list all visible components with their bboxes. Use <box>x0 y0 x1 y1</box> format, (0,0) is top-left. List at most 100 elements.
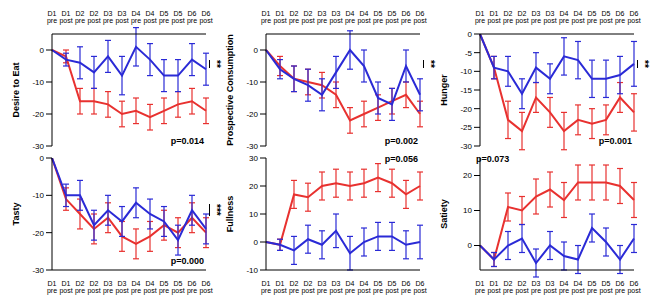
svg-text:D2post: D2post <box>515 10 528 25</box>
svg-text:D3pre: D3pre <box>317 10 327 25</box>
svg-text:D4pre: D4pre <box>345 10 355 25</box>
svg-text:D6post: D6post <box>199 280 212 295</box>
svg-text:D5pre: D5pre <box>159 280 169 295</box>
svg-text:D5pre: D5pre <box>159 10 169 25</box>
svg-text:D3post: D3post <box>329 10 342 25</box>
svg-text:Hunger: Hunger <box>439 74 449 106</box>
svg-text:Tasty: Tasty <box>11 203 21 226</box>
svg-text:D6pre: D6pre <box>187 280 197 295</box>
svg-text:D6post: D6post <box>627 10 640 25</box>
svg-text:D4pre: D4pre <box>131 280 141 295</box>
svg-text:D4post: D4post <box>143 10 156 25</box>
svg-text:-20: -20 <box>246 110 258 119</box>
svg-text:-20: -20 <box>32 110 44 119</box>
svg-text:20: 20 <box>463 171 472 180</box>
svg-text:-10: -10 <box>246 78 258 87</box>
svg-text:D6post: D6post <box>199 10 212 25</box>
svg-text:D2pre: D2pre <box>289 280 299 295</box>
svg-text:-20: -20 <box>460 105 472 114</box>
svg-text:D5post: D5post <box>599 10 612 25</box>
svg-text:30: 30 <box>249 154 258 163</box>
svg-text:0: 0 <box>40 46 45 55</box>
svg-text:D6post: D6post <box>627 280 640 295</box>
svg-text:D4post: D4post <box>143 280 156 295</box>
svg-text:D3pre: D3pre <box>531 10 541 25</box>
svg-text:-10: -10 <box>460 67 472 76</box>
svg-text:D6pre: D6pre <box>401 280 411 295</box>
svg-text:D4pre: D4pre <box>559 10 569 25</box>
svg-text:-30: -30 <box>460 142 472 151</box>
svg-text:D4post: D4post <box>357 280 370 295</box>
svg-text:D1post: D1post <box>487 10 500 25</box>
svg-text:D1pre: D1pre <box>475 280 485 295</box>
svg-text:D3pre: D3pre <box>103 10 113 25</box>
svg-text:20: 20 <box>249 182 258 191</box>
svg-text:D2pre: D2pre <box>503 10 513 25</box>
svg-text:Satiety: Satiety <box>439 199 449 229</box>
svg-text:10: 10 <box>463 206 472 215</box>
svg-text:D4post: D4post <box>571 10 584 25</box>
svg-text:D1post: D1post <box>59 10 72 25</box>
svg-text:D2pre: D2pre <box>289 10 299 25</box>
svg-text:-25: -25 <box>460 123 472 132</box>
svg-text:D1post: D1post <box>273 280 286 295</box>
svg-text:D1post: D1post <box>59 280 72 295</box>
svg-text:D3post: D3post <box>543 280 556 295</box>
svg-text:-10: -10 <box>32 191 44 200</box>
svg-text:-10: -10 <box>32 78 44 87</box>
svg-text:10: 10 <box>249 210 258 219</box>
svg-text:D2post: D2post <box>301 10 314 25</box>
svg-text:0: 0 <box>254 238 259 247</box>
svg-text:D5post: D5post <box>599 280 612 295</box>
svg-text:D2post: D2post <box>87 280 100 295</box>
svg-text:D1pre: D1pre <box>475 10 485 25</box>
svg-text:D1post: D1post <box>273 10 286 25</box>
svg-text:-20: -20 <box>32 229 44 238</box>
svg-text:D1pre: D1pre <box>261 10 271 25</box>
svg-text:D1post: D1post <box>487 280 500 295</box>
svg-text:D3post: D3post <box>543 10 556 25</box>
svg-text:0: 0 <box>468 30 473 39</box>
svg-text:D4pre: D4pre <box>559 280 569 295</box>
svg-text:D2pre: D2pre <box>503 280 513 295</box>
svg-text:D2pre: D2pre <box>75 10 85 25</box>
svg-text:D5post: D5post <box>171 10 184 25</box>
svg-text:D4post: D4post <box>571 280 584 295</box>
svg-text:-30: -30 <box>246 142 258 151</box>
svg-text:D5pre: D5pre <box>373 10 383 25</box>
svg-text:D4post: D4post <box>357 10 370 25</box>
svg-text:D5pre: D5pre <box>587 10 597 25</box>
svg-text:D6pre: D6pre <box>615 280 625 295</box>
svg-text:0: 0 <box>40 154 45 163</box>
svg-text:D3post: D3post <box>115 10 128 25</box>
svg-text:D4pre: D4pre <box>345 280 355 295</box>
svg-text:D6post: D6post <box>413 280 426 295</box>
svg-text:D1pre: D1pre <box>47 10 57 25</box>
svg-text:D6pre: D6pre <box>401 10 411 25</box>
svg-text:D3pre: D3pre <box>103 280 113 295</box>
svg-text:-5: -5 <box>465 49 473 58</box>
svg-text:Prospective Consumption: Prospective Consumption <box>225 34 235 146</box>
svg-text:-15: -15 <box>460 86 472 95</box>
svg-text:D2pre: D2pre <box>75 280 85 295</box>
svg-text:D1pre: D1pre <box>47 280 57 295</box>
svg-text:D3post: D3post <box>329 280 342 295</box>
svg-text:D3pre: D3pre <box>317 280 327 295</box>
svg-text:D5post: D5post <box>385 10 398 25</box>
svg-text:Desire to Eat: Desire to Eat <box>11 62 21 117</box>
svg-text:-30: -30 <box>32 266 44 275</box>
svg-text:D2post: D2post <box>87 10 100 25</box>
svg-text:D4pre: D4pre <box>131 10 141 25</box>
svg-text:D5post: D5post <box>385 280 398 295</box>
svg-text:D6pre: D6pre <box>615 10 625 25</box>
svg-text:D1pre: D1pre <box>261 280 271 295</box>
svg-text:D6pre: D6pre <box>187 10 197 25</box>
svg-text:0: 0 <box>254 46 259 55</box>
svg-text:D5post: D5post <box>171 280 184 295</box>
svg-text:D5pre: D5pre <box>587 280 597 295</box>
svg-text:-30: -30 <box>32 142 44 151</box>
svg-text:D2post: D2post <box>515 280 528 295</box>
svg-text:-10: -10 <box>246 266 258 275</box>
svg-text:D5pre: D5pre <box>373 280 383 295</box>
svg-text:D6post: D6post <box>413 10 426 25</box>
